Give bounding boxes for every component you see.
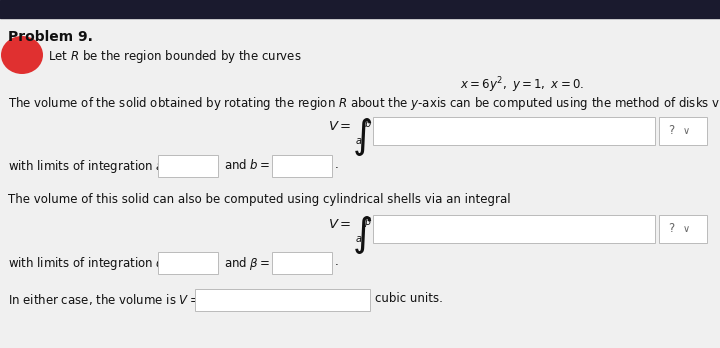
Text: ?: ? xyxy=(668,222,674,236)
FancyBboxPatch shape xyxy=(659,117,707,145)
Text: $a$: $a$ xyxy=(355,136,362,146)
Text: $\int$: $\int$ xyxy=(352,214,372,256)
Text: .: . xyxy=(335,255,338,268)
Ellipse shape xyxy=(1,36,43,74)
FancyBboxPatch shape xyxy=(659,215,707,243)
Text: $\int$: $\int$ xyxy=(352,116,372,158)
Text: In either case, the volume is $V = $: In either case, the volume is $V = $ xyxy=(8,292,200,307)
Text: ∨: ∨ xyxy=(683,224,690,234)
FancyBboxPatch shape xyxy=(373,215,655,243)
Text: Problem 9.: Problem 9. xyxy=(8,30,93,44)
Bar xyxy=(0,0,720,18)
Text: $V =$: $V =$ xyxy=(328,120,351,133)
Text: $x = 6y^2,\ y = 1,\ x = 0.$: $x = 6y^2,\ y = 1,\ x = 0.$ xyxy=(460,75,584,95)
Text: with limits of integration $\alpha = $: with limits of integration $\alpha = $ xyxy=(8,255,176,272)
Text: .: . xyxy=(335,158,338,171)
Text: and $b = $: and $b = $ xyxy=(224,158,270,172)
Text: The volume of this solid can also be computed using cylindrical shells via an in: The volume of this solid can also be com… xyxy=(8,193,510,206)
Text: The volume of the solid obtained by rotating the region $R$ about the $y$-axis c: The volume of the solid obtained by rota… xyxy=(8,95,720,112)
Text: and $\beta = $: and $\beta = $ xyxy=(224,255,270,272)
FancyBboxPatch shape xyxy=(272,252,332,274)
FancyBboxPatch shape xyxy=(158,252,218,274)
FancyBboxPatch shape xyxy=(158,155,218,177)
Text: cubic units.: cubic units. xyxy=(375,292,443,305)
Text: $b$: $b$ xyxy=(364,117,372,129)
FancyBboxPatch shape xyxy=(272,155,332,177)
Text: $V =$: $V =$ xyxy=(328,218,351,231)
Text: ?: ? xyxy=(668,125,674,137)
Text: $\beta$: $\beta$ xyxy=(364,215,372,229)
Text: ∨: ∨ xyxy=(683,126,690,136)
Text: Let $R$ be the region bounded by the curves: Let $R$ be the region bounded by the cur… xyxy=(48,48,302,65)
Text: $a$: $a$ xyxy=(355,234,362,244)
FancyBboxPatch shape xyxy=(195,289,370,311)
FancyBboxPatch shape xyxy=(373,117,655,145)
Text: with limits of integration $a = $: with limits of integration $a = $ xyxy=(8,158,176,175)
